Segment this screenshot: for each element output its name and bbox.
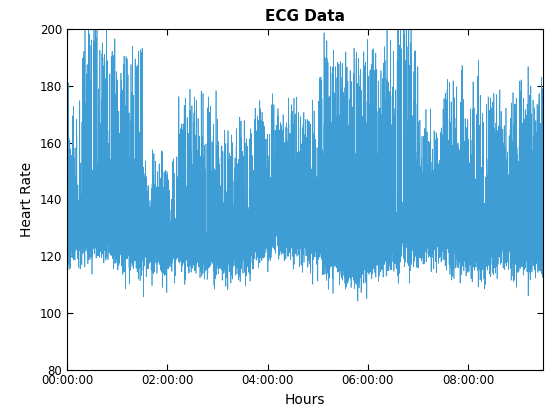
Y-axis label: Heart Rate: Heart Rate — [20, 162, 34, 237]
Title: ECG Data: ECG Data — [265, 9, 345, 24]
X-axis label: Hours: Hours — [285, 393, 325, 407]
